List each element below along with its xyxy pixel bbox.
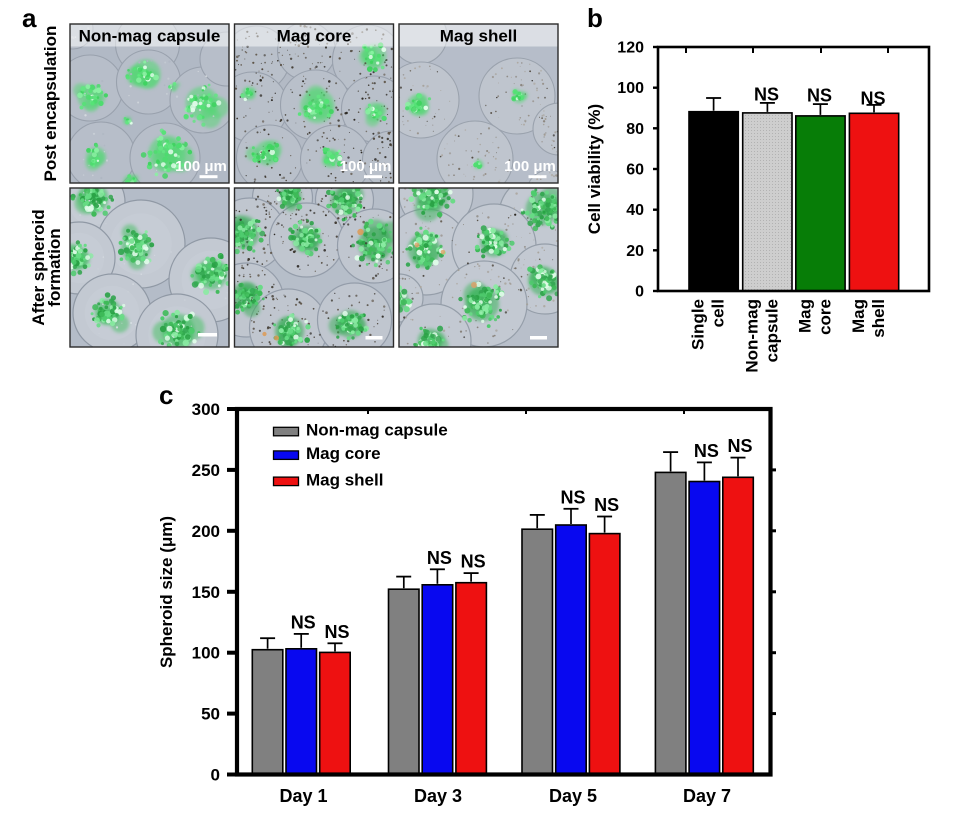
svg-text:NS: NS bbox=[860, 89, 885, 109]
svg-text:50: 50 bbox=[201, 705, 220, 724]
svg-text:b: b bbox=[587, 3, 603, 33]
svg-text:Cell viability (%): Cell viability (%) bbox=[585, 104, 604, 234]
svg-text:formation: formation bbox=[45, 228, 64, 306]
svg-text:Non-mag capsule: Non-mag capsule bbox=[306, 421, 448, 440]
svg-text:Single: Single bbox=[689, 299, 708, 350]
svg-text:Mag core: Mag core bbox=[306, 444, 381, 463]
svg-text:Mag shell: Mag shell bbox=[440, 27, 517, 46]
svg-text:80: 80 bbox=[626, 121, 644, 138]
svg-text:NS: NS bbox=[291, 612, 316, 632]
svg-text:Post encapsulation: Post encapsulation bbox=[41, 26, 60, 182]
svg-text:Spheroid size (μm): Spheroid size (μm) bbox=[157, 516, 176, 668]
svg-text:Day 3: Day 3 bbox=[414, 786, 462, 806]
svg-text:300: 300 bbox=[192, 400, 220, 419]
svg-text:NS: NS bbox=[560, 487, 585, 507]
svg-text:100: 100 bbox=[617, 80, 644, 97]
svg-text:200: 200 bbox=[192, 522, 220, 541]
svg-text:NS: NS bbox=[754, 85, 779, 105]
svg-text:Mag core: Mag core bbox=[277, 27, 352, 46]
svg-text:100 μm: 100 μm bbox=[175, 158, 227, 175]
svg-text:After spheroid: After spheroid bbox=[29, 209, 48, 325]
svg-text:shell: shell bbox=[869, 299, 888, 338]
svg-text:Mag shell: Mag shell bbox=[306, 470, 383, 489]
svg-text:0: 0 bbox=[211, 766, 220, 785]
svg-text:40: 40 bbox=[626, 202, 644, 219]
svg-text:NS: NS bbox=[427, 548, 452, 568]
svg-text:capsule: capsule bbox=[762, 299, 781, 362]
svg-text:Mag: Mag bbox=[796, 299, 815, 333]
svg-text:NS: NS bbox=[324, 622, 349, 642]
svg-text:Day 7: Day 7 bbox=[683, 786, 731, 806]
svg-text:100 μm: 100 μm bbox=[340, 158, 392, 175]
svg-text:120: 120 bbox=[617, 40, 644, 57]
svg-text:cell: cell bbox=[709, 299, 728, 327]
svg-text:100 μm: 100 μm bbox=[504, 158, 556, 175]
svg-text:Non-mag: Non-mag bbox=[742, 299, 761, 373]
svg-text:c: c bbox=[159, 380, 173, 410]
svg-text:100: 100 bbox=[192, 644, 220, 663]
svg-text:20: 20 bbox=[626, 243, 644, 260]
svg-text:Day 1: Day 1 bbox=[279, 786, 327, 806]
svg-text:NS: NS bbox=[807, 86, 832, 106]
svg-text:NS: NS bbox=[694, 441, 719, 461]
svg-text:a: a bbox=[22, 3, 37, 33]
svg-text:core: core bbox=[816, 299, 835, 335]
svg-text:60: 60 bbox=[626, 162, 644, 179]
svg-text:NS: NS bbox=[727, 436, 752, 456]
svg-text:NS: NS bbox=[594, 495, 619, 515]
svg-text:250: 250 bbox=[192, 461, 220, 480]
svg-text:150: 150 bbox=[192, 583, 220, 602]
svg-text:NS: NS bbox=[461, 552, 486, 572]
svg-text:Day 5: Day 5 bbox=[549, 786, 597, 806]
svg-text:0: 0 bbox=[635, 284, 644, 301]
svg-text:Mag: Mag bbox=[849, 299, 868, 333]
svg-text:Non-mag capsule: Non-mag capsule bbox=[79, 27, 221, 46]
